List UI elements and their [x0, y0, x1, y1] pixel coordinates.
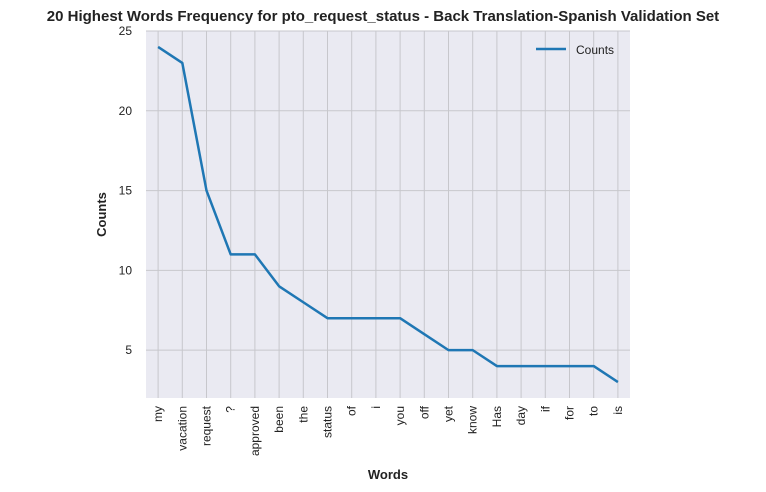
data-points — [158, 46, 618, 383]
y-axis-ticks: 5 10 15 20 25 — [119, 24, 133, 357]
x-tick-label: if — [538, 405, 552, 412]
x-tick-label: know — [466, 406, 480, 434]
x-tick-label: request — [200, 405, 214, 446]
y-tick-label: 15 — [119, 184, 133, 198]
x-tick-label: been — [272, 406, 286, 433]
x-tick-label: you — [393, 406, 407, 425]
x-tick-label: day — [514, 406, 528, 425]
x-tick-label: of — [345, 405, 359, 416]
x-axis-ticks: my vacation request? approved been the status o… — [151, 405, 625, 456]
x-tick-label: vacation — [175, 406, 189, 451]
grid-lines — [146, 30, 630, 398]
legend-label-counts: Counts — [576, 43, 614, 57]
x-tick-label: my — [151, 406, 165, 422]
x-tick-label: status — [321, 406, 335, 438]
legend: Counts — [536, 43, 614, 57]
x-tick-label: Has — [490, 406, 504, 427]
y-tick-label: 10 — [119, 263, 133, 277]
chart-title: 20 Highest Words Frequency for pto_reque… — [46, 8, 720, 25]
x-tick-label: to — [587, 406, 601, 416]
plot-area — [146, 31, 630, 398]
y-tick-label: 5 — [125, 343, 132, 357]
x-tick-label: off — [417, 405, 431, 419]
y-tick-label: 20 — [119, 104, 133, 118]
x-tick-label: ? — [224, 406, 238, 413]
x-tick-label: the — [296, 406, 310, 423]
x-axis-label: Words — [368, 467, 408, 482]
x-tick-label: i — [369, 406, 383, 409]
series-line-counts — [157, 45, 619, 384]
x-tick-label: approved — [248, 406, 262, 456]
x-tick-label: is — [611, 406, 625, 415]
x-tick-label: yet — [442, 405, 456, 422]
y-tick-label: 25 — [119, 24, 133, 38]
x-tick-label: for — [563, 406, 577, 420]
y-axis-label: Counts — [94, 192, 109, 237]
